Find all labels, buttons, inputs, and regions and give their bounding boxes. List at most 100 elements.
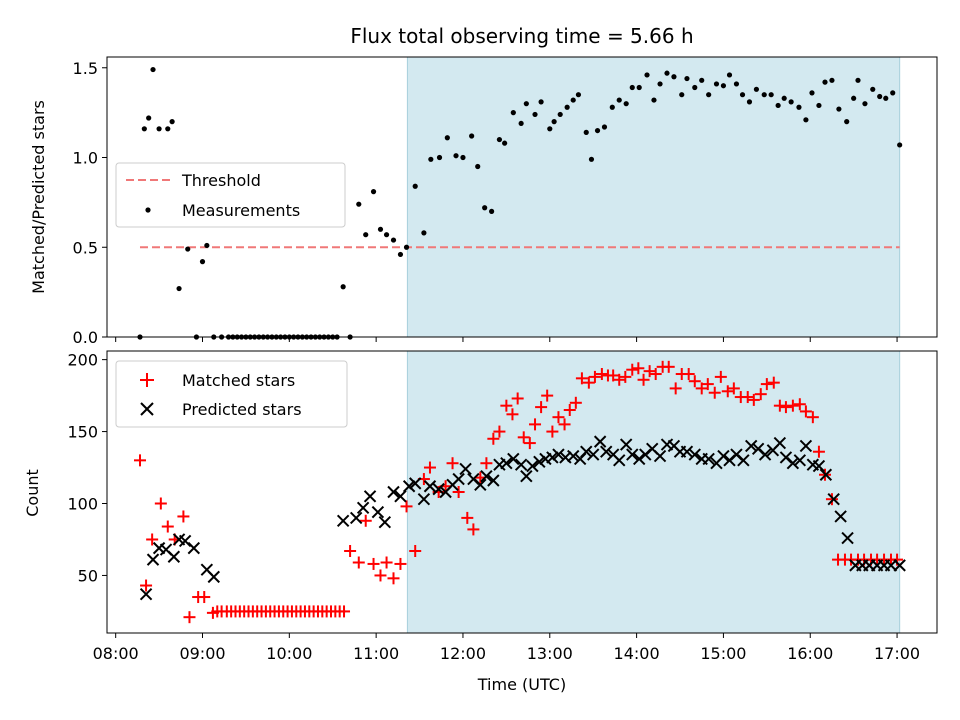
- matched-star-point: [767, 376, 780, 389]
- predicted-star-point: [526, 459, 539, 473]
- y-tick-label: 0.5: [73, 238, 98, 257]
- predicted-x-b: [779, 451, 793, 464]
- predicted-x-b: [167, 550, 181, 563]
- predicted-x-b: [619, 438, 633, 451]
- predicted-star-point: [680, 445, 694, 458]
- predicted-star-point: [394, 490, 407, 503]
- y-tick-label: 0.0: [73, 328, 98, 347]
- predicted-x-b: [467, 472, 480, 486]
- predicted-star-point: [653, 449, 667, 463]
- measurement-point: [510, 110, 516, 116]
- predicted-star-point: [717, 449, 730, 463]
- predicted-x-b: [552, 448, 565, 461]
- matched-star-point: [582, 376, 595, 389]
- predicted-star-point: [619, 438, 633, 451]
- measurement-point: [897, 142, 903, 148]
- matched-star-point: [183, 611, 196, 624]
- matched-star-point: [637, 373, 650, 386]
- predicted-star-point: [688, 448, 701, 461]
- y-tick-label: 150: [67, 423, 98, 442]
- legend-threshold-label: Threshold: [181, 171, 261, 190]
- matched-star-point: [569, 396, 582, 409]
- matched-star-point: [595, 368, 608, 381]
- measurement-point: [699, 77, 705, 83]
- predicted-x-b: [500, 457, 513, 470]
- measurement-point: [489, 208, 495, 214]
- x-tick-label: 17:00: [874, 644, 920, 663]
- measurement-point: [855, 77, 861, 83]
- predicted-x-b: [480, 469, 493, 483]
- predicted-x-b: [893, 559, 906, 572]
- matched-star-point: [535, 401, 548, 414]
- measurement-point: [518, 120, 524, 127]
- predicted-x-b: [423, 480, 437, 493]
- measurement-point: [570, 97, 576, 103]
- predicted-star-point: [356, 501, 370, 515]
- matched-star-point: [546, 425, 559, 438]
- matched-star-point: [338, 605, 351, 618]
- predicted-x-b: [744, 439, 758, 453]
- ratio-measurement-points: [137, 66, 903, 340]
- measurement-point: [761, 92, 767, 98]
- matched-star-point: [380, 556, 393, 569]
- x-tick-label: 15:00: [700, 644, 746, 663]
- predicted-x-b: [680, 445, 694, 458]
- matched-star-point: [517, 431, 530, 444]
- measurement-point: [692, 84, 698, 91]
- predicted-star-point: [744, 439, 758, 453]
- measurement-point: [412, 183, 418, 189]
- x-tick-label: 14:00: [614, 644, 660, 663]
- predicted-x-b: [387, 485, 400, 499]
- y-tick-label: 200: [67, 351, 98, 370]
- measurement-point: [564, 104, 570, 110]
- measurement-point: [176, 285, 182, 292]
- matched-star-point: [154, 497, 167, 510]
- count-shaded-region: [406, 350, 901, 634]
- legend-predicted-label: Predicted stars: [182, 400, 302, 419]
- predicted-star-point: [737, 454, 750, 467]
- predicted-star-point: [793, 454, 807, 467]
- predicted-x-b: [559, 451, 572, 464]
- predicted-x-b: [702, 452, 715, 466]
- measurement-point: [428, 156, 434, 162]
- predicted-star-point: [139, 587, 153, 601]
- measurement-point: [816, 102, 822, 109]
- predicted-star-points: [139, 435, 906, 601]
- predicted-x-b: [773, 436, 787, 450]
- predicted-star-point: [819, 468, 833, 481]
- measurement-point: [803, 117, 809, 123]
- measurement-point: [421, 230, 427, 236]
- measurement-point: [469, 133, 475, 139]
- x-tick-label: 13:00: [527, 644, 573, 663]
- x-tick-label: 12:00: [440, 644, 486, 663]
- predicted-x-b: [730, 448, 743, 461]
- predicted-x-b: [187, 541, 201, 555]
- predicted-star-point: [702, 452, 715, 466]
- measurement-point: [664, 70, 670, 76]
- matched-star-point: [708, 386, 721, 399]
- predicted-x-b: [363, 490, 377, 503]
- matched-star-point: [741, 391, 754, 404]
- predicted-x-b: [827, 492, 840, 506]
- measurement-point: [204, 242, 210, 249]
- matched-star-point: [409, 544, 422, 557]
- predicted-x-b: [841, 531, 854, 545]
- predicted-star-point: [520, 469, 533, 483]
- predicted-x-b: [487, 474, 500, 487]
- predicted-star-point: [480, 469, 493, 483]
- matched-star-point: [529, 418, 542, 431]
- predicted-x-b: [402, 480, 416, 493]
- matched-star-point: [727, 382, 740, 395]
- matched-star-point: [688, 375, 701, 388]
- measurement-point: [146, 115, 152, 121]
- measurement-point: [403, 244, 410, 250]
- predicted-star-point: [567, 449, 580, 463]
- legend-matched-label: Matched stars: [182, 371, 295, 390]
- matched-star-point: [352, 556, 365, 569]
- predicted-star-point: [487, 474, 500, 487]
- measurement-point: [453, 153, 459, 159]
- predicted-x-b: [613, 454, 626, 467]
- x-tick-label: 10:00: [266, 644, 312, 663]
- predicted-x-b: [812, 459, 826, 473]
- predicted-x-b: [417, 492, 431, 506]
